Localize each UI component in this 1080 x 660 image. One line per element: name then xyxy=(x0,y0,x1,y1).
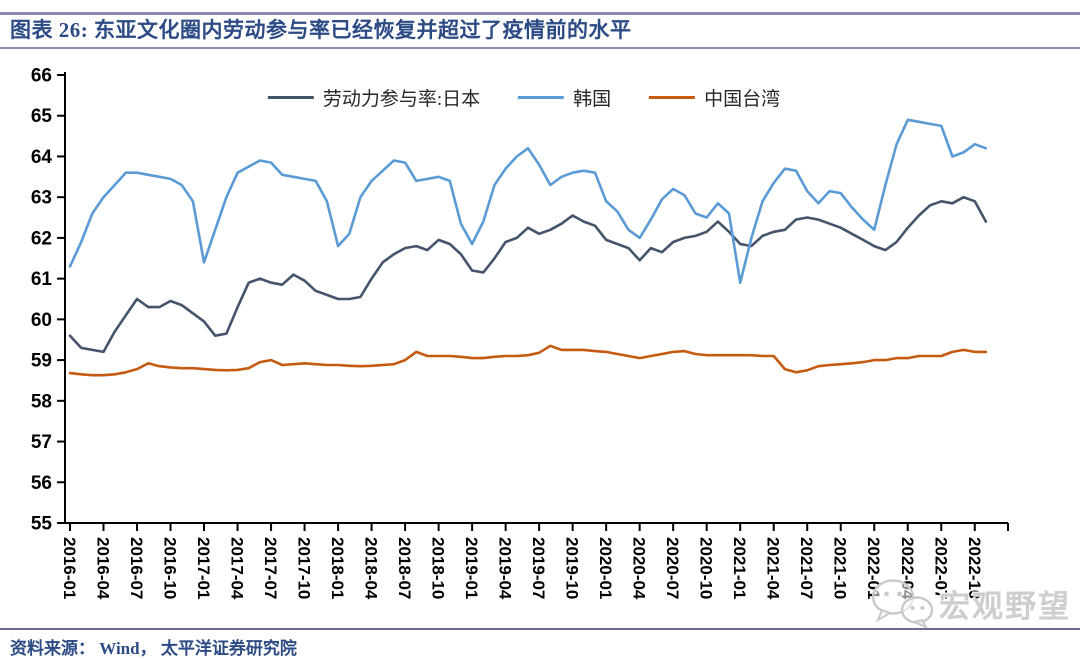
y-tick-label: 57 xyxy=(31,432,52,453)
x-tick-label: 2017-10 xyxy=(295,537,314,599)
x-tick-label: 2022-04 xyxy=(898,537,917,600)
x-tick-label: 2020-04 xyxy=(630,537,649,600)
footer-divider xyxy=(0,628,1080,630)
x-axis-ticks: 2016-01 2016-04 2016-07 2016-10 2017-01 2017-… xyxy=(60,523,1009,600)
y-tick-label: 62 xyxy=(31,228,52,249)
legend-item-1: 韩国 xyxy=(518,84,611,111)
y-axis-ticks: 55 56 57 58 59 60 61 62 63 64 65 66 xyxy=(31,66,65,535)
x-tick-label: 2018-10 xyxy=(429,537,448,599)
x-tick-label: 2021-04 xyxy=(764,537,783,600)
legend-label-2: 中国台湾 xyxy=(704,89,781,110)
x-tick-label: 2019-04 xyxy=(496,537,515,600)
legend-swatch-2 xyxy=(649,96,696,99)
x-tick-label: 2017-01 xyxy=(194,537,213,599)
x-tick-label: 2021-01 xyxy=(730,537,749,599)
chart-legend: 劳动力参与率:日本 韩国 中国台湾 xyxy=(267,84,780,111)
x-tick-label: 2020-01 xyxy=(596,537,615,599)
legend-label-1: 韩国 xyxy=(573,89,612,110)
y-tick-label: 61 xyxy=(31,269,53,290)
x-tick-label: 2016-04 xyxy=(94,537,113,600)
series-lines xyxy=(68,118,988,377)
series-line-2 xyxy=(68,344,988,377)
x-tick-label: 2018-04 xyxy=(362,537,381,600)
y-tick-label: 55 xyxy=(31,514,53,535)
legend-label-0: 劳动力参与率:日本 xyxy=(322,89,481,110)
y-tick-label: 64 xyxy=(31,147,53,168)
y-tick-label: 66 xyxy=(31,66,52,87)
legend-item-0: 劳动力参与率:日本 xyxy=(267,84,481,111)
axes xyxy=(64,72,1008,524)
y-tick-label: 60 xyxy=(31,310,52,331)
series-line-0 xyxy=(68,195,988,354)
legend-item-2: 中国台湾 xyxy=(649,84,780,111)
x-tick-label: 2022-07 xyxy=(931,537,950,599)
legend-swatch-1 xyxy=(518,96,565,99)
figure-title: 图表 26: 东亚文化圈内劳动参与率已经恢复并超过了疫情前的水平 xyxy=(10,18,632,42)
axis-line xyxy=(64,72,1008,524)
y-tick-label: 58 xyxy=(31,391,52,412)
x-tick-label: 2022-10 xyxy=(965,537,984,599)
y-tick-label: 59 xyxy=(31,351,52,372)
x-tick-label: 2022-01 xyxy=(864,537,883,599)
x-tick-label: 2018-01 xyxy=(328,537,347,599)
x-tick-label: 2016-10 xyxy=(161,537,180,599)
x-tick-label: 2020-10 xyxy=(697,537,716,599)
y-tick-label: 56 xyxy=(31,473,52,494)
series-line-1 xyxy=(68,118,988,284)
title-divider xyxy=(0,47,1080,49)
y-tick-label: 63 xyxy=(31,188,52,209)
x-tick-label: 2020-07 xyxy=(663,537,682,599)
source-note: 资料来源： Wind， 太平洋证券研究院 xyxy=(10,639,297,658)
x-tick-label: 2016-07 xyxy=(127,537,146,599)
x-tick-label: 2017-07 xyxy=(261,537,280,599)
legend-swatch-0 xyxy=(267,96,314,99)
x-tick-label: 2019-07 xyxy=(529,537,548,599)
x-tick-label: 2021-07 xyxy=(797,537,816,599)
x-tick-label: 2017-04 xyxy=(228,537,247,600)
x-tick-label: 2019-10 xyxy=(563,537,582,599)
x-tick-label: 2019-01 xyxy=(462,537,481,599)
top-divider xyxy=(0,12,1080,15)
x-tick-label: 2018-07 xyxy=(395,537,414,599)
x-tick-label: 2016-01 xyxy=(60,537,79,599)
x-tick-label: 2021-10 xyxy=(831,537,850,599)
y-tick-label: 65 xyxy=(31,106,53,127)
